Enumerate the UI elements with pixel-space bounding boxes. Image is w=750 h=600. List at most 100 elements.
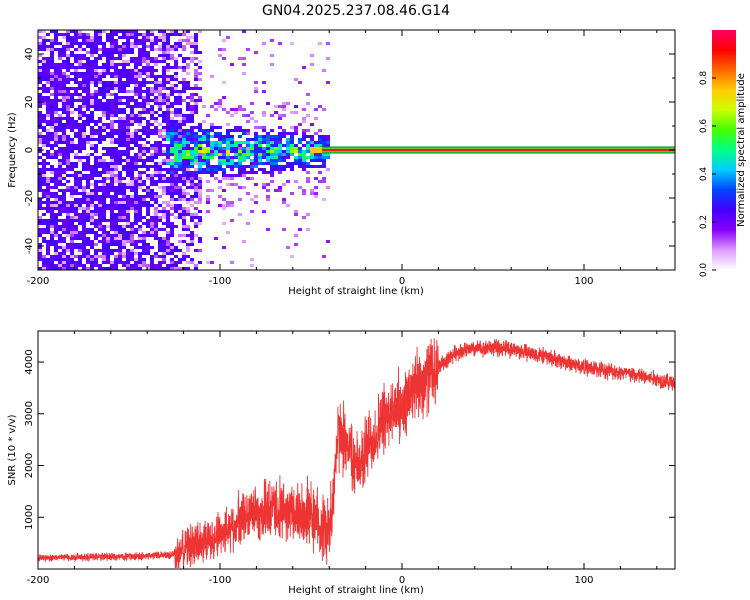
spectrogram-cell — [106, 132, 110, 135]
spectrogram-cell — [190, 57, 194, 60]
spectrogram-cell — [54, 81, 58, 84]
spectrogram-cell — [38, 141, 42, 144]
spectrogram-cell — [170, 90, 174, 93]
spectrogram-cell — [94, 219, 98, 222]
spectrogram-cell — [110, 204, 114, 207]
spectrogram-cell — [150, 267, 154, 270]
spectrogram-cell — [98, 132, 102, 135]
spectrogram-cell — [138, 213, 142, 216]
spectrogram-cell — [162, 192, 166, 195]
spectrogram-cell — [290, 42, 294, 45]
spectrogram-cell — [182, 156, 186, 159]
spectrogram-cell — [50, 45, 54, 48]
spectrogram-cell — [134, 219, 138, 222]
spectrogram-cell — [314, 144, 318, 147]
spectrogram-cell — [70, 126, 74, 129]
spectrogram-cell — [114, 75, 118, 78]
spectrogram-cell — [54, 132, 58, 135]
spectrogram-cell — [130, 30, 134, 33]
spectrogram-cell — [78, 192, 82, 195]
spectrogram-cell — [118, 84, 122, 87]
snr-x-tick-label: 0 — [399, 575, 405, 586]
spectrogram-cell — [86, 261, 90, 264]
spectrogram-cell — [306, 165, 310, 168]
spectrogram-cell — [46, 258, 50, 261]
spectrogram-cell — [174, 72, 178, 75]
spectrogram-cell — [322, 138, 326, 141]
spectrogram-cell — [162, 186, 166, 189]
spectrogram-cell — [182, 207, 186, 210]
spectrogram-cell — [146, 72, 150, 75]
spectrogram-cell — [54, 96, 58, 99]
spectrogram-cell — [82, 243, 86, 246]
spectrogram-cell — [54, 111, 58, 114]
spectrogram-cell — [126, 126, 130, 129]
spectrogram-cell — [118, 156, 122, 159]
spectrogram-cell — [154, 78, 158, 81]
spectrogram-cell — [158, 177, 162, 180]
spectrogram-cell — [38, 204, 42, 207]
spectrogram-cell — [82, 168, 86, 171]
spectrogram-cell — [118, 57, 122, 60]
spectrogram-cell — [162, 177, 166, 180]
spectrogram-cell — [146, 222, 150, 225]
spectrogram-cell — [138, 84, 142, 87]
spectrogram-cell — [154, 126, 158, 129]
spectrogram-cell — [70, 255, 74, 258]
spectrogram-cell — [106, 51, 110, 54]
spectrogram-cell — [66, 153, 70, 156]
spectrogram-cell — [46, 123, 50, 126]
spectrogram-cell — [190, 195, 194, 198]
spectrogram-cell — [234, 183, 238, 186]
spectrogram-cell — [170, 30, 174, 33]
spectrogram-cell — [82, 138, 86, 141]
spectrogram-cell — [230, 114, 234, 117]
spectrogram-cell — [66, 141, 70, 144]
spectrogram-cell — [198, 30, 202, 33]
spectrogram-cell — [90, 198, 94, 201]
spectrogram-cell — [126, 129, 130, 132]
spectrogram-cell — [74, 246, 78, 249]
spectrogram-cell — [190, 108, 194, 111]
spectrogram-cell — [86, 231, 90, 234]
spectrogram-cell — [54, 177, 58, 180]
spectrogram-cell — [58, 207, 62, 210]
spectrogram-cell — [306, 171, 310, 174]
spectrogram-cell — [122, 54, 126, 57]
spectrogram-cell — [98, 78, 102, 81]
spectrogram-cell — [178, 114, 182, 117]
spectrogram-cell — [54, 243, 58, 246]
spectrogram-cell — [198, 216, 202, 219]
spectrogram-cell — [38, 102, 42, 105]
spectrogram-cell — [118, 117, 122, 120]
spectrogram-cell — [94, 105, 98, 108]
spectrogram-cell — [154, 210, 158, 213]
spectrogram-cell — [158, 195, 162, 198]
spectrogram-cell — [86, 102, 90, 105]
spectrogram-cell — [242, 30, 246, 33]
spectrogram-cell — [74, 54, 78, 57]
spectrogram-cell — [170, 102, 174, 105]
spectrogram-cell — [86, 258, 90, 261]
spectrogram-cell — [198, 141, 202, 144]
spectrogram-cell — [118, 123, 122, 126]
spectrogram-cell — [326, 168, 330, 171]
spectrogram-cell — [66, 42, 70, 45]
spectrogram-cell — [126, 84, 130, 87]
spectrogram-cell — [170, 267, 174, 270]
spectrogram-cell — [54, 129, 58, 132]
spectrogram-cell — [38, 201, 42, 204]
spectrogram-cell — [146, 156, 150, 159]
spectrogram-cell — [86, 198, 90, 201]
spectrogram-cell — [182, 45, 186, 48]
spectrogram-cell — [62, 54, 66, 57]
spectrogram-cell — [54, 198, 58, 201]
spectrogram-cell — [146, 135, 150, 138]
spectrogram-cell — [58, 246, 62, 249]
spectrogram-cell — [266, 150, 270, 153]
spectrogram-cell — [94, 42, 98, 45]
spectrogram-cell — [158, 132, 162, 135]
spectrogram-cell — [198, 159, 202, 162]
spectrogram-cell — [102, 123, 106, 126]
spectrogram-cell — [222, 48, 226, 51]
